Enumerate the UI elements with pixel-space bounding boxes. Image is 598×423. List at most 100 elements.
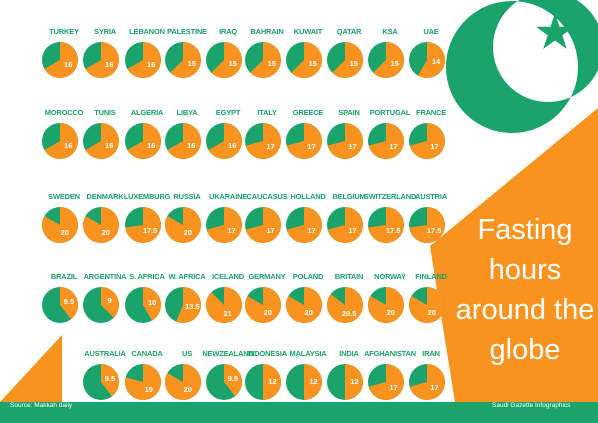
fasting-hours-label: 17 — [227, 225, 236, 235]
fasting-hours-label: 16 — [64, 59, 73, 69]
fasting-hours-slice — [409, 364, 445, 400]
fasting-hours-slice — [170, 42, 201, 78]
fasting-hours-label: 15 — [267, 58, 276, 68]
country-name: BAHRAIN — [250, 27, 284, 36]
fasting-hours-slice — [85, 123, 119, 159]
country-pie — [206, 207, 242, 243]
fasting-hours-label: 16 — [147, 59, 156, 69]
country-name: CAUCASUS — [246, 192, 288, 201]
fasting-hours-slice — [418, 42, 445, 78]
country-pie — [368, 123, 404, 159]
fasting-hours-label: 15 — [390, 58, 399, 68]
fasting-hours-label: 15 — [308, 58, 317, 68]
fasting-hours-slice — [368, 207, 404, 243]
source-note: Source: Makkah daily — [10, 402, 73, 409]
title-line-2: hours — [488, 254, 562, 286]
country-pie — [409, 287, 445, 323]
fasting-hours-label: 21 — [223, 308, 232, 318]
country-name: BRAZIL — [50, 272, 78, 281]
fasting-hours-label: 20 — [263, 308, 272, 318]
fasting-hours-slice — [409, 123, 445, 159]
country-name: LEBANON — [129, 27, 165, 36]
fasting-hours-slice — [250, 42, 281, 78]
fasting-hours-label: 20 — [386, 308, 395, 318]
title-line-4: globe — [489, 334, 561, 366]
country-pie — [409, 207, 445, 243]
country-name: MALAYSIA — [289, 349, 327, 358]
fasting-hours-slice — [286, 287, 322, 323]
fasting-hours-label: 13.5 — [185, 301, 200, 311]
title-line-3: around the — [455, 294, 595, 326]
fasting-hours-label: 17 — [348, 141, 357, 151]
country-pie — [165, 364, 201, 400]
fasting-hours-label: 17 — [266, 141, 275, 151]
country-name: BRITAIN — [334, 272, 364, 281]
country-pie — [245, 287, 281, 323]
fasting-hours-label: 15 — [187, 58, 196, 68]
country-name: US — [181, 349, 193, 358]
fasting-hours-label: 12 — [309, 377, 318, 386]
country-name: RUSSIA — [173, 192, 201, 201]
fasting-hours-label: 9.5 — [63, 296, 75, 306]
star-icon — [536, 13, 574, 49]
country-pie — [245, 207, 281, 243]
country-pie — [125, 364, 161, 400]
fasting-hours-slice — [245, 207, 281, 243]
country-name: IRAN — [422, 349, 440, 358]
country-name: IRAQ — [219, 27, 237, 36]
country-pie — [206, 364, 242, 400]
country-pie — [206, 123, 242, 159]
country-pie — [327, 287, 363, 323]
fasting-hours-label: 17.5 — [426, 226, 442, 236]
fasting-hours-label: 17.5 — [385, 226, 401, 236]
fasting-hours-slice — [85, 42, 119, 78]
fasting-hours-slice — [125, 207, 161, 243]
country-name: INDONESIA — [247, 349, 287, 358]
chart-title: Fasting hours around the globe — [452, 210, 598, 370]
country-pie — [165, 287, 201, 323]
fasting-hours-slice — [127, 123, 161, 159]
country-name: SWITZERLAND — [363, 192, 417, 201]
fasting-hours-label: 17 — [348, 225, 357, 235]
country-name: POLAND — [292, 272, 324, 281]
country-name: AUSTRIA — [415, 192, 447, 201]
country-pie — [286, 287, 322, 323]
country-pie — [125, 287, 161, 323]
fasting-hours-slice — [176, 287, 201, 323]
country-pie — [125, 207, 161, 243]
title-line-1: Fasting — [477, 214, 573, 246]
country-pie — [83, 42, 119, 78]
country-pie — [368, 42, 404, 78]
country-name: EGYPT — [215, 108, 241, 117]
background-orange-corner — [0, 335, 62, 402]
country-pie — [165, 123, 201, 159]
country-name: ICELAND — [212, 272, 244, 281]
country-name: QATAR — [336, 27, 362, 36]
country-pie — [327, 364, 363, 400]
background-green-band — [0, 402, 598, 423]
fasting-hours-label: 9.5 — [227, 373, 239, 383]
fasting-hours-slice — [245, 123, 281, 159]
country-name: NEWZEALAND — [202, 349, 254, 358]
fasting-hours-slice — [206, 287, 242, 323]
country-pie — [286, 123, 322, 159]
country-pie — [83, 207, 119, 243]
country-pie — [83, 364, 119, 400]
fasting-hours-slice — [327, 287, 363, 323]
fasting-hours-slice — [125, 364, 161, 400]
fasting-hours-slice — [101, 287, 119, 318]
country-pie — [42, 287, 78, 323]
credit-note: Saudi Gazette Infographics — [492, 402, 571, 409]
country-pie — [327, 207, 363, 243]
country-name: SPAIN — [338, 108, 360, 117]
fasting-hours-slice — [263, 364, 281, 400]
country-pie — [245, 364, 281, 400]
fasting-hours-label: 16 — [228, 140, 237, 150]
country-pie — [409, 364, 445, 400]
country-name: AFGHANISTAN — [364, 349, 416, 358]
fasting-hours-slice — [83, 207, 119, 243]
fasting-hours-label: 9.5 — [104, 373, 116, 383]
fasting-hours-label: 17 — [389, 141, 398, 151]
